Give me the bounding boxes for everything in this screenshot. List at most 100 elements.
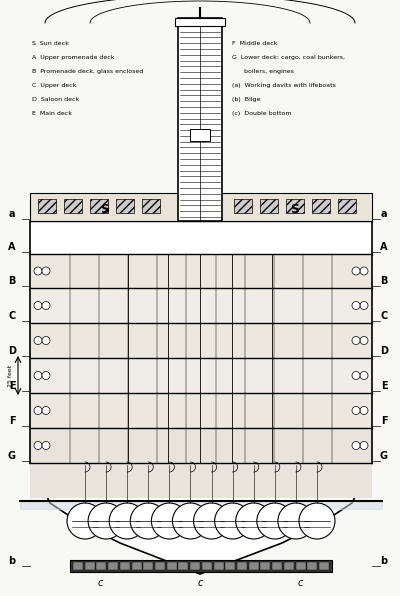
Text: D: D — [380, 346, 388, 356]
Text: S  Sun deck: S Sun deck — [32, 41, 69, 46]
Bar — [178, 18, 222, 221]
Circle shape — [236, 503, 272, 539]
Circle shape — [352, 371, 360, 380]
Circle shape — [34, 442, 42, 449]
Text: G  Lower deck: cargo, coal bunkers,: G Lower deck: cargo, coal bunkers, — [232, 55, 345, 60]
Circle shape — [215, 503, 251, 539]
Text: F: F — [9, 416, 15, 426]
Circle shape — [34, 406, 42, 414]
Bar — [64, 199, 82, 213]
Bar — [30, 323, 372, 358]
Text: E  Main deck: E Main deck — [32, 111, 72, 116]
Text: F  Middle deck: F Middle deck — [232, 41, 278, 46]
Circle shape — [352, 302, 360, 309]
Bar — [214, 562, 224, 570]
Text: D  Saloon deck: D Saloon deck — [32, 97, 79, 102]
Text: B  Promenade deck, glass enclosed: B Promenade deck, glass enclosed — [32, 69, 143, 74]
Text: (b)  Bilge: (b) Bilge — [232, 97, 260, 102]
Circle shape — [352, 337, 360, 344]
Text: B: B — [8, 276, 16, 286]
Text: E: E — [381, 381, 387, 391]
Text: C: C — [380, 311, 388, 321]
Circle shape — [109, 503, 145, 539]
Bar — [178, 562, 188, 570]
Bar — [175, 18, 225, 26]
Bar — [286, 199, 304, 213]
Text: C: C — [8, 311, 16, 321]
Circle shape — [88, 503, 124, 539]
Bar — [70, 560, 332, 572]
Bar — [338, 199, 356, 213]
Bar — [249, 562, 259, 570]
Circle shape — [172, 503, 208, 539]
Bar — [90, 199, 108, 213]
Text: C  Upper deck: C Upper deck — [32, 83, 76, 88]
Bar — [190, 562, 200, 570]
Polygon shape — [30, 463, 372, 574]
Text: a: a — [381, 209, 387, 219]
Circle shape — [130, 503, 166, 539]
Bar — [202, 562, 212, 570]
Bar — [85, 562, 95, 570]
Circle shape — [42, 302, 50, 309]
Bar — [190, 129, 210, 141]
Bar — [260, 199, 278, 213]
Circle shape — [299, 503, 335, 539]
Bar — [30, 221, 372, 463]
Circle shape — [360, 267, 368, 275]
Bar — [312, 199, 330, 213]
Bar — [38, 199, 56, 213]
Bar — [30, 358, 372, 393]
Bar — [30, 193, 372, 221]
Text: (a)  Working davits with lifeboats: (a) Working davits with lifeboats — [232, 83, 336, 88]
Bar — [30, 393, 372, 428]
Circle shape — [194, 503, 230, 539]
Text: b: b — [380, 556, 388, 566]
Bar — [234, 199, 252, 213]
Circle shape — [34, 302, 42, 309]
Text: boilers, engines: boilers, engines — [232, 69, 294, 74]
Text: A: A — [380, 242, 388, 252]
Text: G: G — [380, 451, 388, 461]
Circle shape — [352, 442, 360, 449]
Text: F: F — [381, 416, 387, 426]
Circle shape — [360, 406, 368, 414]
Bar — [225, 562, 235, 570]
Circle shape — [42, 406, 50, 414]
Bar — [307, 562, 317, 570]
Text: c: c — [197, 578, 203, 588]
Bar — [73, 562, 83, 570]
Bar — [143, 562, 153, 570]
Circle shape — [352, 406, 360, 414]
Bar — [120, 562, 130, 570]
Circle shape — [42, 371, 50, 380]
Bar — [108, 562, 118, 570]
Circle shape — [360, 302, 368, 309]
Text: b: b — [8, 556, 16, 566]
Circle shape — [360, 337, 368, 344]
Circle shape — [278, 503, 314, 539]
Text: c: c — [297, 578, 303, 588]
Circle shape — [34, 267, 42, 275]
Text: A: A — [8, 242, 16, 252]
Circle shape — [42, 442, 50, 449]
Bar — [260, 562, 270, 570]
Bar — [116, 199, 134, 213]
Bar — [30, 254, 372, 288]
Text: A  Upper promenade deck: A Upper promenade deck — [32, 55, 114, 60]
Bar — [30, 464, 372, 498]
Bar — [142, 199, 160, 213]
Circle shape — [360, 442, 368, 449]
Circle shape — [352, 267, 360, 275]
Circle shape — [360, 371, 368, 380]
Bar — [237, 562, 247, 570]
Circle shape — [151, 503, 187, 539]
Text: 25 feet: 25 feet — [8, 364, 13, 387]
Circle shape — [34, 337, 42, 344]
Bar — [30, 288, 372, 323]
Text: S: S — [290, 203, 300, 216]
Bar — [296, 562, 306, 570]
Circle shape — [257, 503, 293, 539]
Text: a: a — [9, 209, 15, 219]
Circle shape — [42, 337, 50, 344]
